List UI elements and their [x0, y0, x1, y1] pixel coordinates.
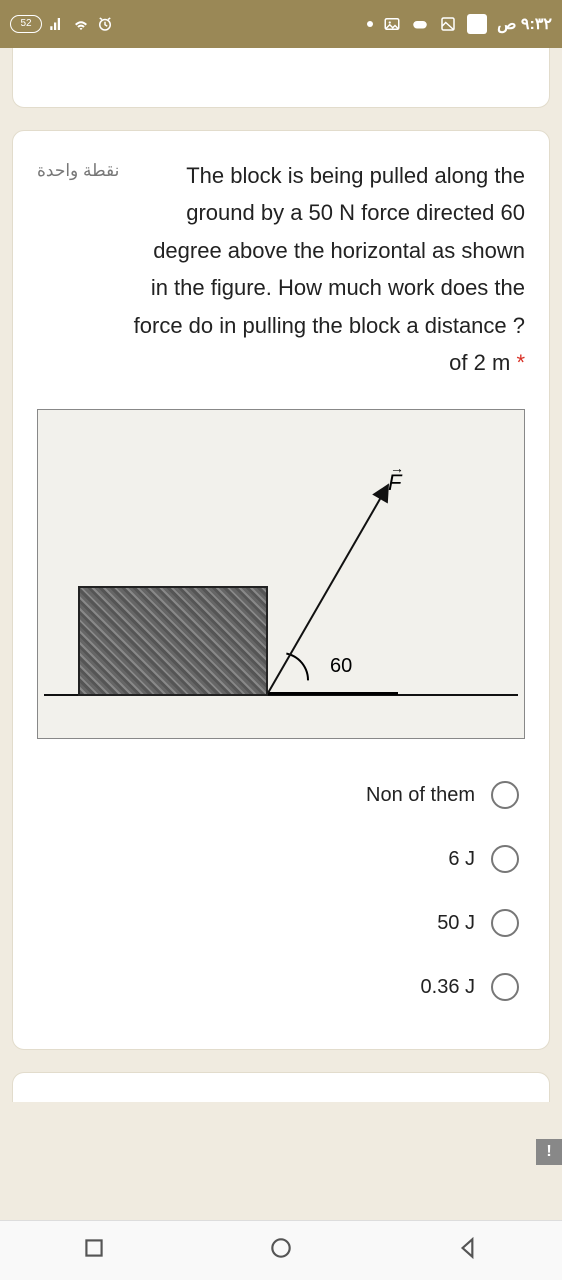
signal-icon: [48, 15, 66, 33]
previous-card-edge: [12, 48, 550, 108]
form-page: نقطة واحدة The block is being pulled alo…: [0, 48, 562, 1220]
system-nav-bar: [0, 1220, 562, 1280]
force-label: → F: [388, 470, 401, 496]
back-button[interactable]: [455, 1235, 481, 1266]
controller-icon: [411, 15, 429, 33]
feedback-tab[interactable]: !: [536, 1139, 562, 1165]
force-vector: [267, 485, 389, 694]
angle-label: 60: [330, 655, 352, 678]
home-button[interactable]: [268, 1235, 294, 1266]
points-label: نقطة واحدة: [37, 157, 119, 181]
option-row[interactable]: 6 J: [37, 827, 525, 891]
radio-icon[interactable]: [491, 781, 519, 809]
alarm-icon: [96, 15, 114, 33]
option-label: 6 J: [448, 848, 475, 871]
status-bar: 52 ٩:٣٢ ص: [0, 0, 562, 48]
option-label: 0.36 J: [421, 976, 475, 999]
required-mark: *: [516, 350, 525, 375]
app-icon: [467, 14, 487, 34]
option-row[interactable]: 50 J: [37, 891, 525, 955]
battery-level: 52: [20, 19, 31, 29]
question-card: نقطة واحدة The block is being pulled alo…: [12, 130, 550, 1050]
option-row[interactable]: 0.36 J: [37, 955, 525, 1019]
option-label: 50 J: [437, 912, 475, 935]
block-shape: [78, 586, 268, 696]
gallery-icon: [439, 15, 457, 33]
radio-icon[interactable]: [491, 909, 519, 937]
next-card-edge: [12, 1072, 550, 1102]
question-figure: 60 → F: [37, 409, 525, 739]
image-icon: [383, 15, 401, 33]
option-label: Non of them: [366, 784, 475, 807]
question-body: The block is being pulled along the grou…: [134, 163, 525, 375]
horizontal-reference: [268, 692, 398, 695]
radio-icon[interactable]: [491, 845, 519, 873]
dot-icon: [367, 21, 373, 27]
question-text: The block is being pulled along the grou…: [133, 157, 525, 381]
option-row[interactable]: Non of them: [37, 763, 525, 827]
options-group: Non of them 6 J 50 J 0.36 J: [37, 763, 525, 1019]
battery-indicator: 52: [10, 15, 42, 33]
wifi-icon: [72, 15, 90, 33]
clock-time: ٩:٣٢ ص: [497, 14, 552, 34]
recent-apps-button[interactable]: [81, 1235, 107, 1266]
radio-icon[interactable]: [491, 973, 519, 1001]
feedback-tab-label: !: [546, 1143, 551, 1161]
